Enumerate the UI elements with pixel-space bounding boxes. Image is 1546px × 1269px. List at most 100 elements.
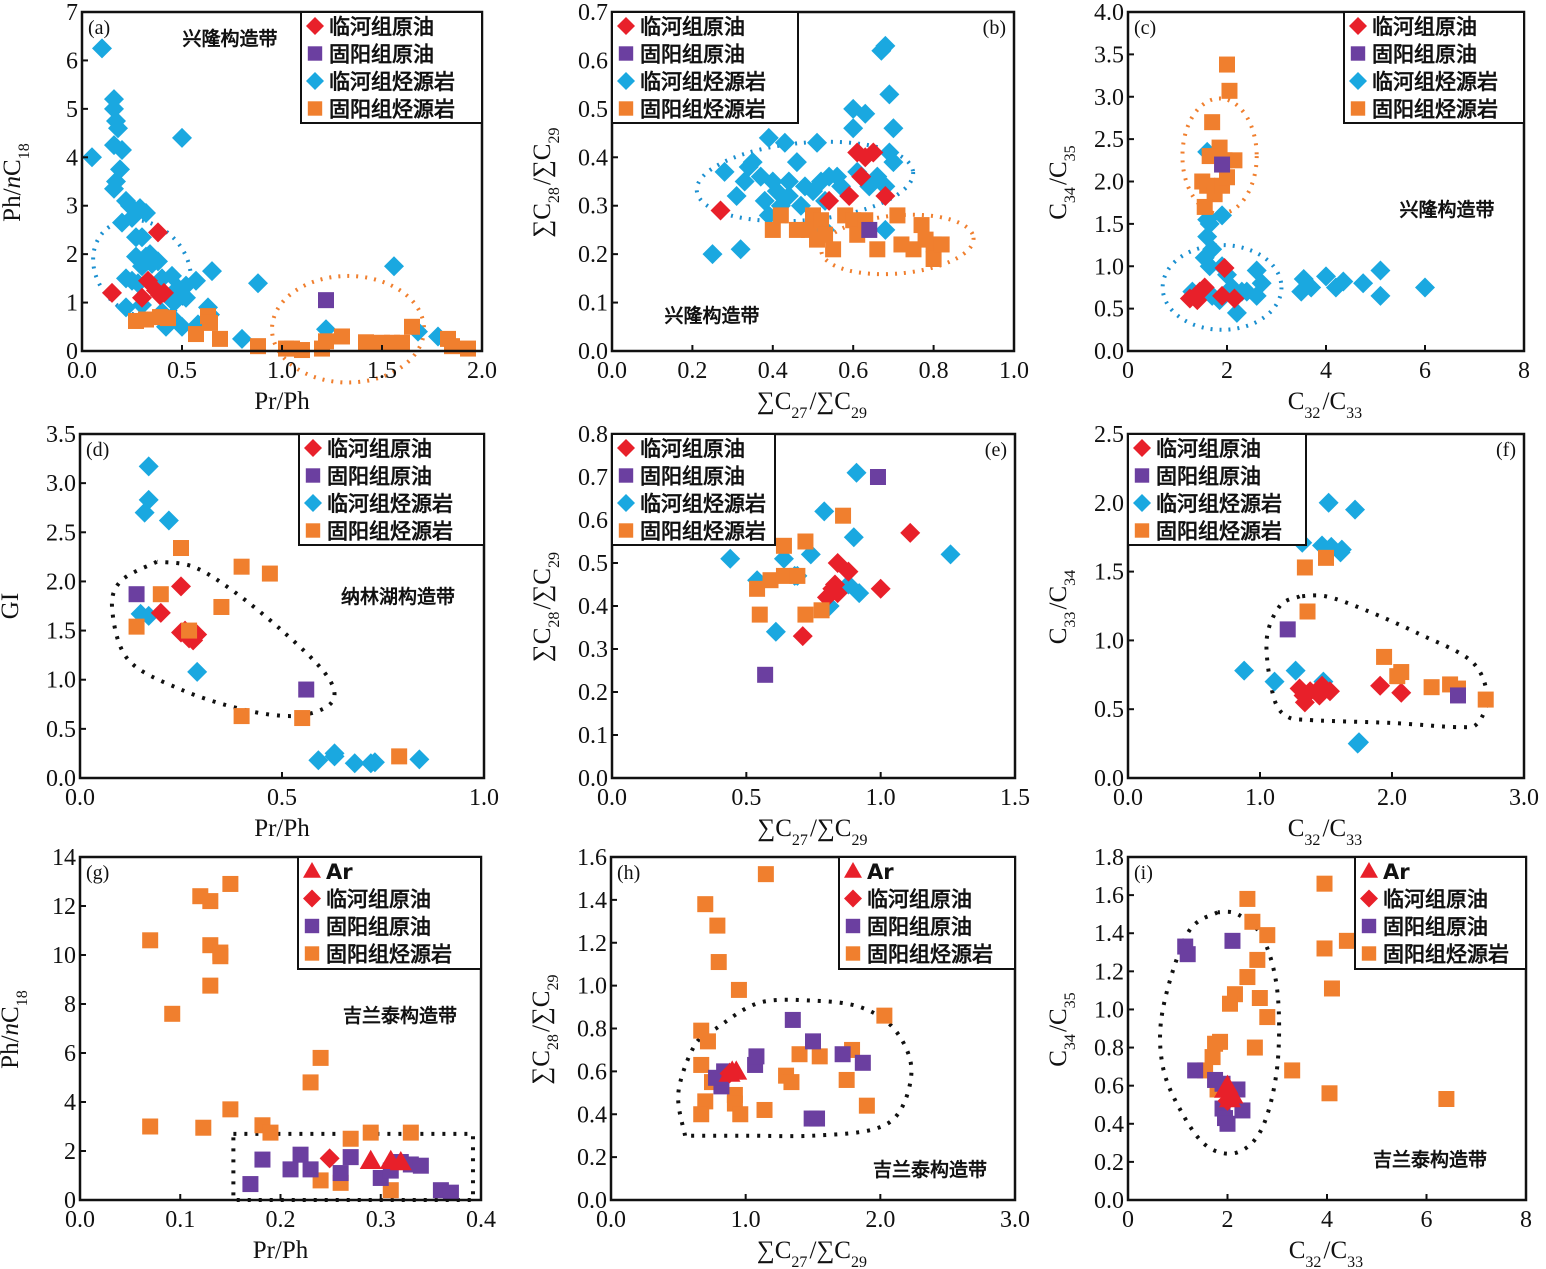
- y-tick-label: 1.6: [1094, 883, 1124, 909]
- envelope-a-0: [91, 217, 193, 320]
- point-ar: [718, 1062, 741, 1082]
- legend-marker-guyang_oil: [845, 918, 861, 934]
- legend-label-guyang_source: 固阳组烃源岩: [329, 98, 455, 122]
- legend-label-guyang_oil: 固阳组原油: [867, 915, 972, 939]
- point-guyang_source: [181, 622, 198, 639]
- y-tick-label: 1.5: [46, 619, 76, 645]
- series-ar: [359, 1149, 412, 1171]
- legend-label-guyang_source: 固阳组烃源岩: [640, 520, 766, 544]
- x-tick-label: 1.5: [367, 358, 397, 384]
- y-tick-label: 0.5: [1094, 697, 1124, 723]
- series-guyang_source: [128, 540, 408, 765]
- point-linhe_oil: [150, 602, 171, 623]
- point-guyang_source: [876, 1007, 893, 1024]
- legend-box: [1354, 856, 1527, 970]
- point-linhe_oil: [171, 576, 191, 597]
- x-axis-title: C32 /C33: [1289, 1237, 1366, 1269]
- region-annotation: 吉兰泰构造带: [343, 1004, 457, 1027]
- panel-g: 0.0 0.1 0.2 0.3 0.4 0 2 4 6 8 10 12 14 Pr/Ph Ph/nC18 (…: [0, 845, 496, 1264]
- point-guyang_source: [222, 875, 239, 892]
- legend-label-linhe_oil: 临河组原油: [640, 15, 745, 39]
- legend-label-guyang_source: 固阳组烃源岩: [1156, 520, 1282, 544]
- point-guyang_source: [233, 708, 250, 725]
- point-guyang_source: [1246, 1039, 1263, 1056]
- point-linhe_source: [742, 152, 763, 173]
- y-axis-title: ∑C28 /∑C29: [529, 125, 563, 237]
- point-guyang_source: [1284, 1062, 1301, 1079]
- point-ar: [1221, 1084, 1244, 1104]
- legend-box: [300, 11, 483, 124]
- point-linhe_source: [82, 147, 102, 168]
- y-tick-label: 1.0: [1094, 628, 1124, 654]
- point-guyang_source: [391, 748, 408, 765]
- point-linhe_source: [187, 661, 208, 682]
- point-linhe_source: [148, 251, 168, 272]
- point-guyang_source: [1239, 890, 1256, 907]
- y-tick-label: 0.4: [577, 1102, 607, 1128]
- point-linhe_source: [883, 152, 904, 173]
- legend-label-linhe_source: 临河组烃源岩: [329, 70, 455, 94]
- y-tick-label: 10: [52, 943, 76, 969]
- y-tick-label: 1.0: [46, 668, 76, 694]
- point-guyang_oil: [1224, 932, 1241, 949]
- panel-label: (a): [88, 17, 110, 39]
- point-linhe_source: [134, 502, 155, 523]
- region-annotation: 兴隆构造带: [664, 304, 759, 327]
- region-annotation: 兴隆构造带: [182, 27, 277, 50]
- legend-box: [1127, 433, 1307, 546]
- legend-box: [838, 856, 1016, 970]
- point-linhe_source: [248, 273, 268, 294]
- point-ar: [359, 1149, 382, 1170]
- point-linhe_source: [843, 527, 864, 548]
- y-tick-label: 2: [64, 1139, 76, 1165]
- x-tick-label: 1.0: [999, 358, 1029, 384]
- point-linhe_source: [186, 270, 206, 291]
- x-tick-label: 0.0: [596, 1207, 626, 1233]
- point-guyang_oil: [1187, 1062, 1204, 1079]
- point-linhe_source: [1370, 285, 1391, 306]
- point-linhe_source: [138, 456, 159, 477]
- point-linhe_source: [714, 161, 735, 182]
- legend-label-guyang_oil: 固阳组原油: [1383, 915, 1488, 939]
- legend-label-linhe_source: 临河组烃源岩: [327, 492, 453, 516]
- point-guyang_source: [1212, 1033, 1229, 1050]
- y-tick-label: 3: [66, 194, 78, 220]
- point-guyang_source: [1259, 927, 1276, 944]
- point-guyang_source: [262, 1124, 279, 1141]
- y-tick-label: 0.6: [578, 48, 608, 74]
- envelope-c-1: [1180, 96, 1259, 216]
- y-tick-label: 0.0: [1094, 339, 1124, 365]
- x-tick-label: 0.5: [267, 785, 297, 811]
- legend-marker-guyang_oil: [304, 918, 320, 934]
- x-tick-label: 3.0: [1000, 1207, 1030, 1233]
- point-guyang_source: [1251, 990, 1268, 1007]
- point-guyang_source: [732, 1106, 749, 1123]
- point-guyang_oil: [854, 1054, 871, 1071]
- point-linhe_source: [1264, 671, 1285, 692]
- y-tick-label: 0.2: [577, 1145, 607, 1171]
- point-linhe_source: [1226, 302, 1247, 323]
- point-guyang_source: [1318, 549, 1334, 566]
- y-tick-label: 1.5: [1094, 560, 1124, 586]
- y-tick-label: 0: [66, 339, 78, 365]
- panel-f: 0.0 1.0 2.0 3.0 0.0 0.5 1.0 1.5 2.0 2.5 C32 /C33 C…: [1045, 422, 1539, 849]
- legend-marker-linhe_source: [1349, 72, 1367, 90]
- legend-label-guyang_source: 固阳组烃源岩: [327, 520, 453, 544]
- x-tick-label: 0.4: [466, 1207, 496, 1233]
- y-tick-label: 0.4: [578, 145, 608, 171]
- point-guyang_source: [202, 893, 219, 910]
- y-tick-label: 1.0: [577, 974, 607, 1000]
- y-tick-label: 2: [66, 242, 78, 268]
- y-tick-label: 2.0: [46, 569, 76, 595]
- point-guyang_oil: [292, 1146, 309, 1163]
- point-guyang_source: [213, 598, 230, 615]
- point-linhe_source: [1316, 266, 1336, 287]
- legend-label-guyang_source: 固阳组烃源岩: [1372, 98, 1498, 122]
- y-tick-label: 1.2: [1094, 959, 1124, 985]
- point-linhe_source: [108, 118, 128, 139]
- y-tick-label: 0.1: [578, 723, 608, 749]
- y-tick-label: 0.8: [578, 422, 608, 448]
- legend-marker-guyang_source: [618, 523, 634, 538]
